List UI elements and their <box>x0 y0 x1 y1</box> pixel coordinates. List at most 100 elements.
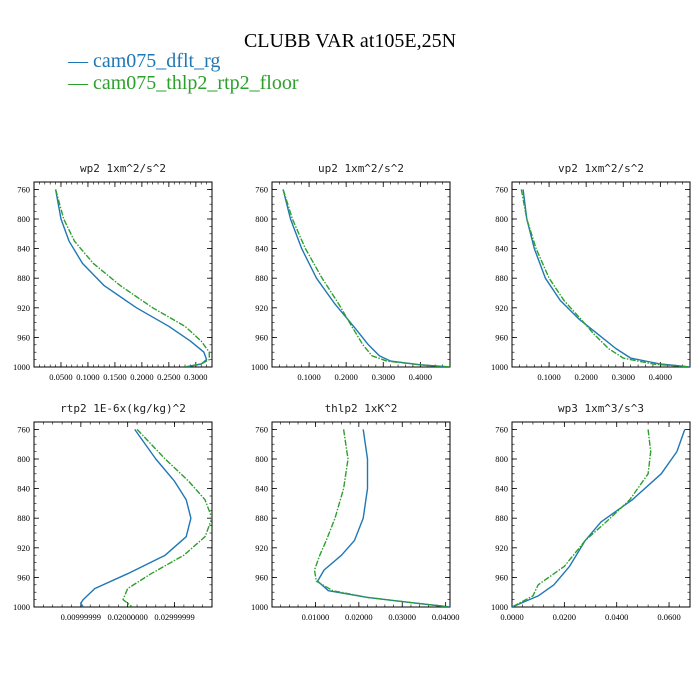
y-tick-label: 960 <box>17 332 30 342</box>
series-line-0 <box>512 429 686 607</box>
y-tick-label: 920 <box>255 303 268 313</box>
x-tick-label: 0.2000 <box>130 372 153 382</box>
y-tick-label: 880 <box>495 513 508 523</box>
series-line-0 <box>54 189 208 367</box>
series-line-1 <box>512 429 652 607</box>
y-tick-label: 1000 <box>251 602 268 612</box>
y-tick-label: 800 <box>255 454 268 464</box>
x-tick-label: 0.1000 <box>537 372 560 382</box>
y-tick-label: 1000 <box>491 362 508 372</box>
x-tick-label: 0.2000 <box>574 372 597 382</box>
x-tick-label: 0.0400 <box>605 612 628 622</box>
panel-frame <box>33 181 213 368</box>
x-tick-label: 0.0000 <box>500 612 523 622</box>
y-tick-label: 920 <box>255 543 268 553</box>
x-tick-label: 0.04000 <box>432 612 460 622</box>
y-tick-label: 840 <box>255 484 268 494</box>
panel-3: rtp2 1E-6x(kg/kg)^2 760 800 840 880 920 960 100… <box>13 402 213 622</box>
y-tick-label: 800 <box>17 214 30 224</box>
x-tick-label: 0.02999999 <box>154 612 194 622</box>
series-line-0 <box>282 189 450 367</box>
x-tick-label: 0.3000 <box>184 372 207 382</box>
x-tick-label: 0.02000 <box>345 612 373 622</box>
panel-title: wp2 1xm^2/s^2 <box>80 162 166 175</box>
panel-frame <box>33 421 213 608</box>
panel-title: thlp2 1xK^2 <box>325 402 398 415</box>
x-tick-label: 0.00999999 <box>61 612 101 622</box>
series-line-1 <box>313 429 450 607</box>
y-tick-label: 920 <box>17 303 30 313</box>
figure-title: CLUBB VAR at105E,25N <box>243 30 457 52</box>
y-tick-label: 880 <box>255 513 268 523</box>
legend-entry-dflt: — cam075_dflt_rg <box>68 50 221 72</box>
y-tick-label: 960 <box>255 332 268 342</box>
y-tick-label: 880 <box>17 273 30 283</box>
x-tick-label: 0.02000000 <box>107 612 147 622</box>
y-tick-label: 760 <box>495 424 508 434</box>
x-tick-label: 0.1500 <box>103 372 126 382</box>
y-tick-label: 840 <box>255 244 268 254</box>
panel-title: up2 1xm^2/s^2 <box>318 162 404 175</box>
y-tick-label: 920 <box>495 543 508 553</box>
panel-frame <box>271 181 451 368</box>
panel-2: vp2 1xm^2/s^2 760 800 840 880 920 960 1000 0.100… <box>491 162 691 382</box>
panel-frame <box>511 181 691 368</box>
y-tick-label: 840 <box>495 244 508 254</box>
y-tick-label: 760 <box>17 424 30 434</box>
x-tick-label: 0.3000 <box>612 372 635 382</box>
y-tick-label: 1000 <box>491 602 508 612</box>
y-tick-label: 800 <box>495 214 508 224</box>
x-tick-label: 0.1000 <box>297 372 320 382</box>
legend-entry-floor: — cam075_thlp2_rtp2_floor <box>68 72 299 94</box>
x-tick-label: 0.0200 <box>553 612 576 622</box>
series-line-0 <box>80 428 192 607</box>
panel-title: vp2 1xm^2/s^2 <box>558 162 644 175</box>
panel-title: rtp2 1E-6x(kg/kg)^2 <box>60 402 186 415</box>
y-tick-label: 800 <box>255 214 268 224</box>
y-tick-label: 960 <box>495 572 508 582</box>
y-tick-label: 920 <box>495 303 508 313</box>
panel-frame <box>511 421 691 608</box>
y-tick-label: 1000 <box>13 602 30 612</box>
x-tick-label: 0.2500 <box>157 372 180 382</box>
series-line-1 <box>122 428 212 607</box>
y-tick-label: 800 <box>495 454 508 464</box>
x-tick-label: 0.01000 <box>302 612 330 622</box>
series-line-1 <box>520 189 690 367</box>
x-tick-label: 0.2000 <box>334 372 357 382</box>
y-tick-label: 760 <box>255 424 268 434</box>
panel-frame <box>271 421 451 608</box>
series-line-1 <box>282 189 450 367</box>
panel-5: wp3 1xm^3/s^3 760 800 840 880 920 960 10000.000… <box>491 402 691 622</box>
y-tick-label: 960 <box>17 572 30 582</box>
y-tick-label: 880 <box>495 273 508 283</box>
y-tick-label: 840 <box>17 484 30 494</box>
y-tick-label: 880 <box>255 273 268 283</box>
y-tick-label: 1000 <box>13 362 30 372</box>
y-tick-label: 960 <box>495 332 508 342</box>
panel-1: up2 1xm^2/s^2 760 800 840 880 920 960 1000 0.100… <box>251 162 451 382</box>
panel-4: thlp2 1xK^2 760 800 840 880 920 960 1000 0.01000… <box>251 402 459 622</box>
series-line-0 <box>316 429 450 607</box>
x-tick-label: 0.4000 <box>409 372 432 382</box>
series-line-1 <box>54 189 211 367</box>
y-tick-label: 760 <box>255 184 268 194</box>
x-tick-label: 0.1000 <box>76 372 99 382</box>
series-line-0 <box>522 189 690 367</box>
x-tick-label: 0.4000 <box>649 372 672 382</box>
y-tick-label: 920 <box>17 543 30 553</box>
y-tick-label: 800 <box>17 454 30 464</box>
y-tick-label: 760 <box>495 184 508 194</box>
panel-title: wp3 1xm^3/s^3 <box>558 402 644 415</box>
y-tick-label: 880 <box>17 513 30 523</box>
panel-0: wp2 1xm^2/s^2 760 800 840 880 920 960 1000 0.050… <box>13 162 213 382</box>
x-tick-label: 0.3000 <box>372 372 395 382</box>
y-tick-label: 1000 <box>251 362 268 372</box>
y-tick-label: 840 <box>17 244 30 254</box>
x-tick-label: 0.0500 <box>49 372 72 382</box>
y-tick-label: 760 <box>17 184 30 194</box>
y-tick-label: 840 <box>495 484 508 494</box>
y-tick-label: 960 <box>255 572 268 582</box>
x-tick-label: 0.03000 <box>388 612 416 622</box>
